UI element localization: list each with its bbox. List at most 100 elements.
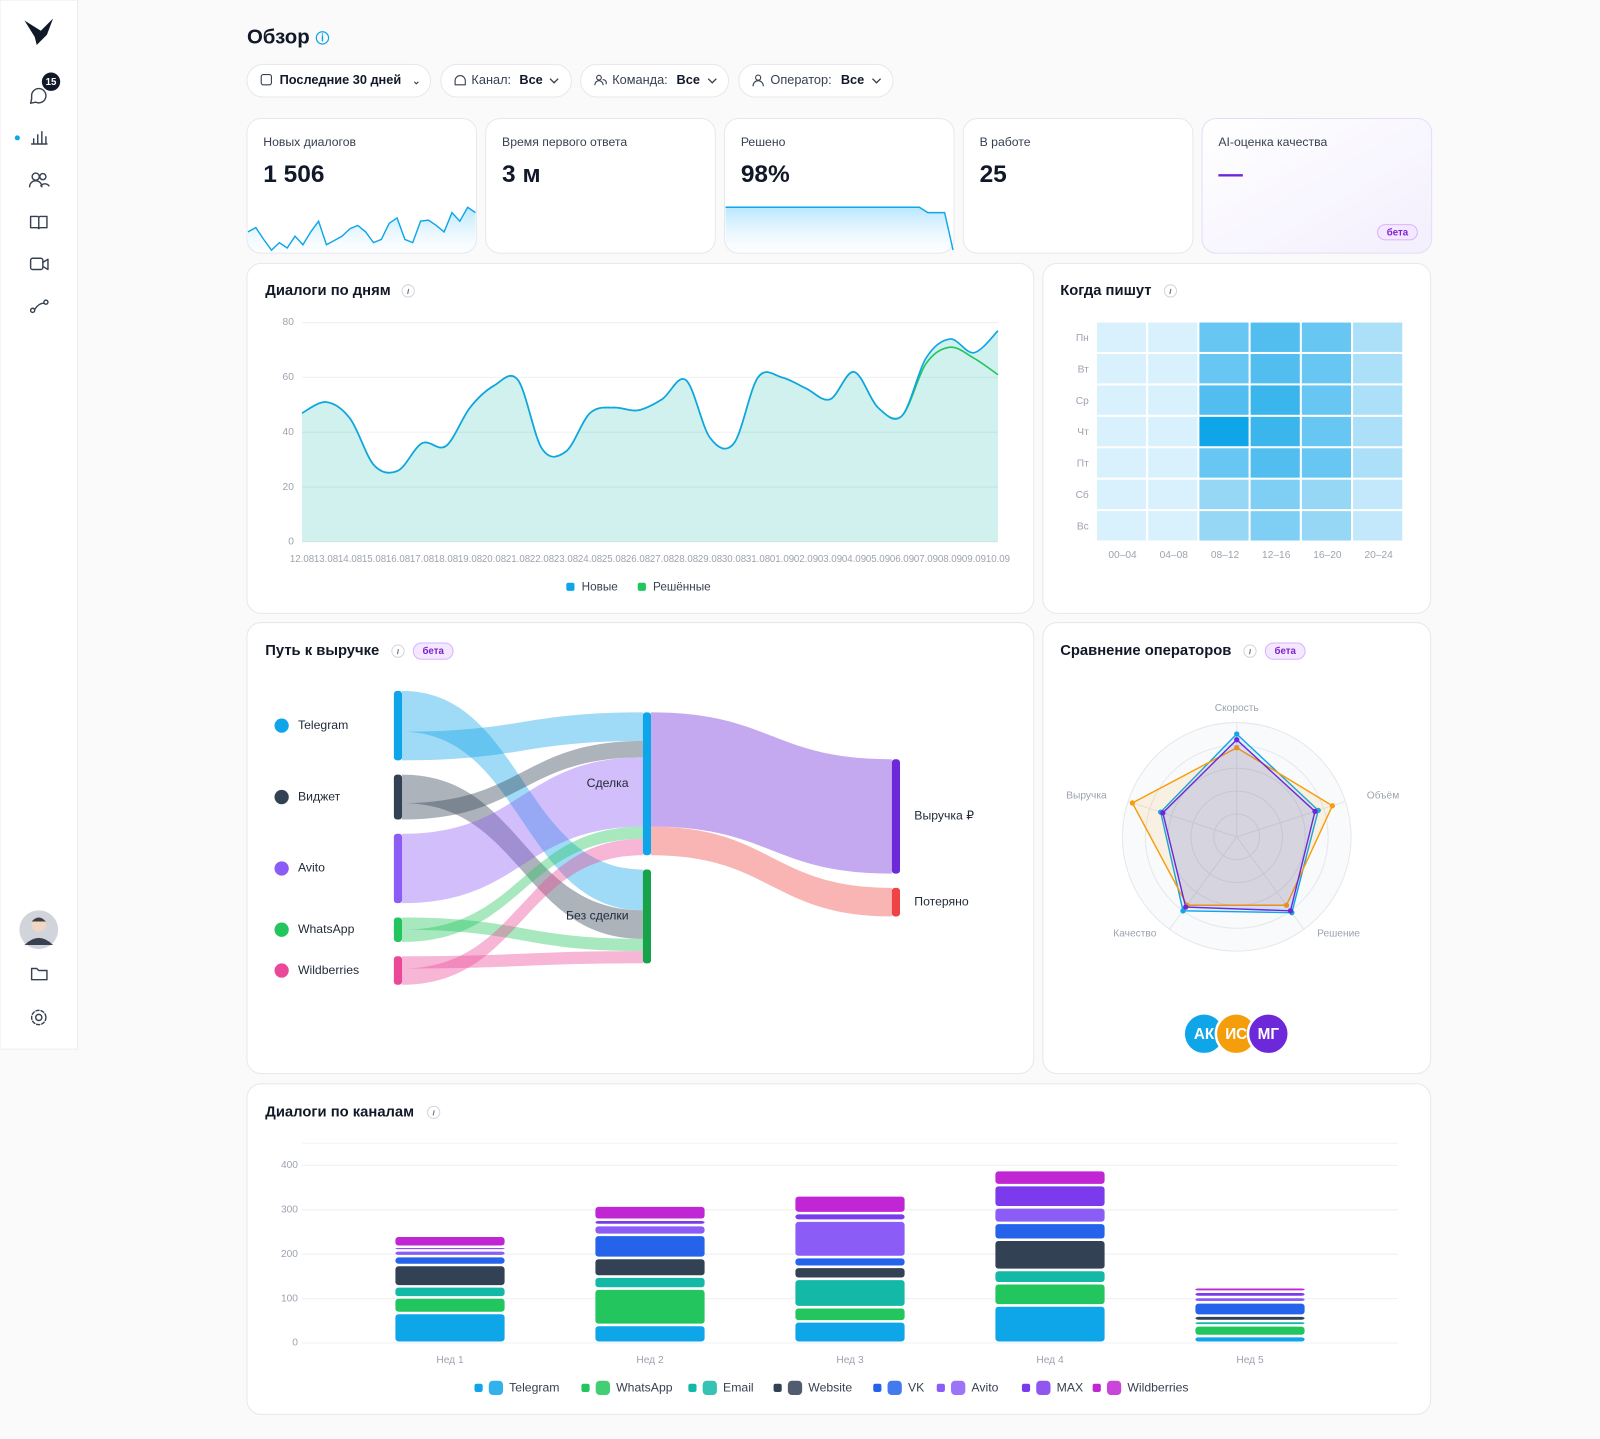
operator-avatar[interactable]: ИС [1214, 1012, 1258, 1056]
heat-cell [1353, 448, 1403, 478]
legend-swatch [936, 1383, 945, 1392]
heat-cell [1199, 416, 1249, 447]
heat-cell [1301, 448, 1352, 478]
heat-cell [1148, 385, 1198, 415]
nav-team[interactable] [28, 172, 50, 188]
filter-channel[interactable]: Канал: Все [440, 63, 572, 98]
bar-segment [1195, 1288, 1305, 1291]
x-tick-label: 15.08 [362, 554, 386, 565]
nav-analytics[interactable] [30, 131, 48, 145]
x-tick-label: 24.08 [578, 554, 602, 565]
legend-label: Telegram [509, 1381, 559, 1395]
x-tick-label: 20.08 [482, 554, 506, 565]
badge [1264, 642, 1306, 660]
bar-segment [595, 1226, 705, 1234]
info-icon[interactable] [401, 284, 415, 298]
nav-knowledge[interactable] [29, 215, 48, 230]
x-tick-label: 03.09 [818, 554, 842, 565]
node-label: Avito [298, 861, 325, 875]
filter-period[interactable]: Последние 30 дней [246, 63, 432, 98]
sankey-link [402, 712, 643, 761]
sparkline [725, 206, 954, 251]
heat-cell [1096, 322, 1147, 352]
avatar-initials: ИС [1225, 1026, 1247, 1043]
x-tick-label: 21.08 [506, 554, 530, 565]
operator-avatar[interactable]: МГ [1246, 1012, 1291, 1056]
nav-files[interactable] [30, 967, 48, 981]
radar-point [1160, 810, 1166, 816]
bar-segment [795, 1221, 905, 1256]
nav-settings[interactable] [30, 1009, 47, 1026]
x-tick-label: 30.08 [722, 554, 746, 565]
heat-cell [1301, 353, 1352, 384]
heat-cell [1096, 448, 1147, 478]
y-tick-label: 200 [281, 1249, 298, 1260]
node-label: Wildberries [298, 963, 359, 977]
filter-label: Оператор: [770, 72, 831, 87]
bar-segment [395, 1266, 505, 1286]
nav-routes[interactable] [29, 299, 49, 314]
legend-icon [887, 1380, 902, 1396]
sankey-node [393, 774, 403, 820]
logo[interactable] [24, 18, 54, 46]
avatar-circle [1246, 1012, 1291, 1056]
badge [41, 72, 61, 91]
legend-swatch [637, 582, 646, 591]
bar-segment [1195, 1303, 1305, 1315]
sankey-link [402, 690, 643, 911]
filter-team[interactable]: Команда: Все [580, 63, 730, 98]
line [301, 330, 999, 474]
legend-icon [1106, 1380, 1122, 1396]
y-tick-label: 60 [283, 372, 295, 383]
heat-cell [1301, 322, 1352, 352]
x-tick-label: 26.08 [626, 554, 650, 565]
col-label: 16–20 [1313, 550, 1342, 561]
heat-cell [1096, 511, 1147, 541]
heat-cell [1353, 511, 1403, 541]
legend-label: Решённые [653, 580, 711, 593]
radar-point [1312, 808, 1318, 815]
operator-avatar[interactable]: АК [1182, 1012, 1226, 1056]
bar-segment [595, 1221, 705, 1224]
badge [1377, 224, 1418, 241]
row-label: Сб [1076, 489, 1089, 501]
kpi-value: 98% [741, 161, 790, 188]
heat-cell [1301, 511, 1352, 541]
x-tick-label: Нед 4 [1036, 1355, 1064, 1366]
panel-title: Диалоги по каналам [265, 1104, 414, 1120]
col-label: 04–08 [1160, 550, 1189, 561]
y-tick-label: 40 [283, 427, 295, 438]
bar-segment [395, 1237, 505, 1246]
x-tick-label: 25.08 [602, 554, 626, 565]
heat-cell [1353, 353, 1403, 384]
info-icon[interactable] [427, 1105, 441, 1119]
radar-point [1183, 904, 1189, 910]
user-avatar[interactable] [19, 910, 59, 950]
filter-operator[interactable]: Оператор: Все [738, 63, 894, 98]
x-tick-label: 01.09 [770, 554, 794, 565]
info-icon[interactable] [391, 644, 405, 658]
sankey-link [402, 774, 643, 939]
bar-segment [995, 1186, 1105, 1207]
heat-cell [1148, 511, 1198, 541]
x-tick-label: 04.09 [842, 554, 866, 565]
legend-icon [595, 1380, 610, 1396]
sankey-node [891, 759, 900, 874]
info-icon[interactable] [315, 31, 330, 45]
heat-cell [1199, 479, 1249, 510]
info-icon[interactable] [1163, 284, 1178, 298]
legend-swatch [581, 1383, 590, 1392]
heat-cell [1250, 353, 1300, 384]
row-label: Вт [1078, 364, 1089, 375]
info-icon[interactable] [1243, 644, 1257, 658]
nav-chats[interactable] [29, 87, 47, 104]
channel-icon [274, 861, 289, 876]
radar-point [1180, 908, 1186, 914]
heat-cell [1250, 385, 1300, 415]
x-tick-label: 05.09 [866, 554, 890, 565]
nav-video[interactable] [29, 257, 49, 271]
node-label: Telegram [298, 718, 348, 732]
heat-cell [1301, 479, 1352, 510]
legend-label: WhatsApp [616, 1381, 673, 1395]
row-label: Пн [1076, 333, 1089, 344]
